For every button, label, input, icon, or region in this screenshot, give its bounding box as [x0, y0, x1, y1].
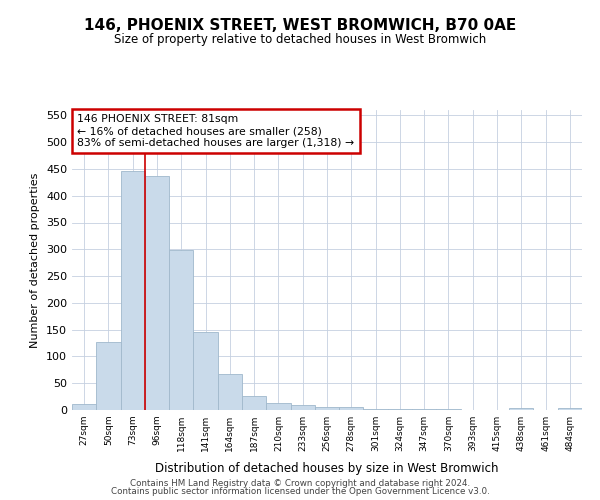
Bar — [364, 409, 388, 410]
Y-axis label: Number of detached properties: Number of detached properties — [31, 172, 40, 348]
Text: Contains public sector information licensed under the Open Government Licence v3: Contains public sector information licen… — [110, 487, 490, 496]
Bar — [72, 404, 96, 410]
Bar — [121, 170, 145, 410]
Bar — [266, 403, 290, 410]
Bar — [96, 342, 121, 410]
X-axis label: Distribution of detached houses by size in West Bromwich: Distribution of detached houses by size … — [155, 462, 499, 475]
Text: 146 PHOENIX STREET: 81sqm
← 16% of detached houses are smaller (258)
83% of semi: 146 PHOENIX STREET: 81sqm ← 16% of detac… — [77, 114, 354, 148]
Text: Size of property relative to detached houses in West Bromwich: Size of property relative to detached ho… — [114, 32, 486, 46]
Bar — [218, 374, 242, 410]
Bar — [290, 405, 315, 410]
Bar — [193, 332, 218, 410]
Bar — [169, 250, 193, 410]
Bar — [145, 176, 169, 410]
Text: Contains HM Land Registry data © Crown copyright and database right 2024.: Contains HM Land Registry data © Crown c… — [130, 478, 470, 488]
Bar — [558, 408, 582, 410]
Bar — [509, 408, 533, 410]
Bar — [339, 408, 364, 410]
Text: 146, PHOENIX STREET, WEST BROMWICH, B70 0AE: 146, PHOENIX STREET, WEST BROMWICH, B70 … — [84, 18, 516, 32]
Bar — [315, 407, 339, 410]
Bar — [242, 396, 266, 410]
